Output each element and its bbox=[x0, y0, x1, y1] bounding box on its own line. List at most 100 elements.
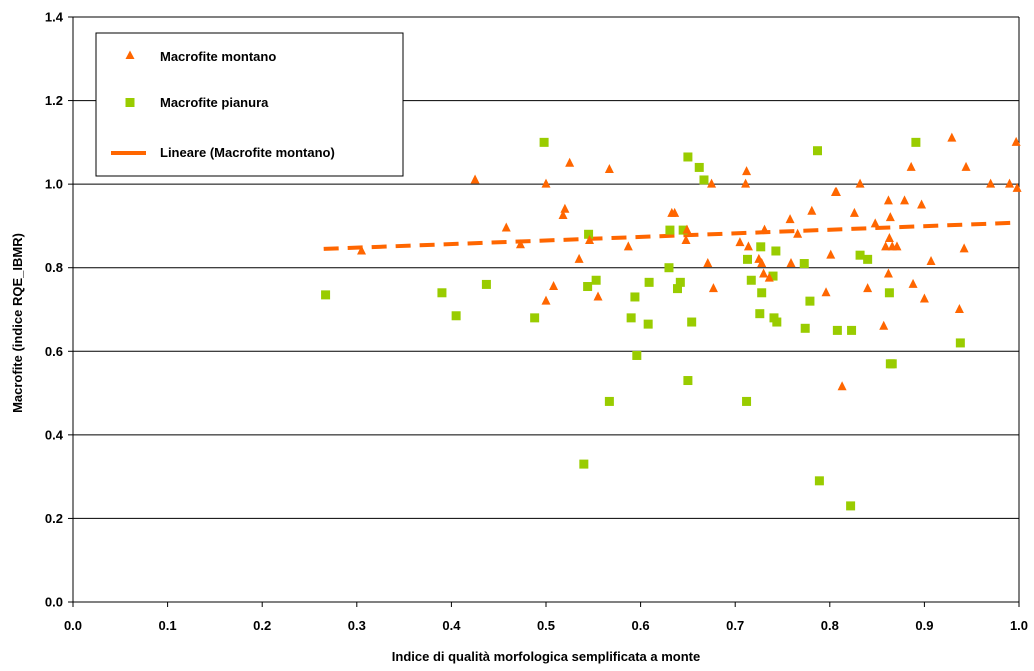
montano-point bbox=[760, 224, 770, 234]
y-tick-label: 1.0 bbox=[45, 177, 63, 192]
montano-point bbox=[831, 187, 841, 196]
legend-label-montano: Macrofite montano bbox=[160, 49, 276, 64]
montano-point bbox=[917, 199, 927, 209]
montano-point bbox=[947, 132, 957, 142]
montano-point bbox=[961, 161, 971, 171]
montano-point bbox=[785, 214, 795, 224]
x-tick-label: 0.2 bbox=[253, 618, 271, 633]
legend: Macrofite montano Macrofite pianura Line… bbox=[95, 32, 404, 177]
montano-point bbox=[670, 207, 680, 217]
pianura-point bbox=[884, 288, 894, 298]
montano-point bbox=[885, 212, 895, 222]
y-tick-label: 0.4 bbox=[45, 427, 64, 442]
montano-point bbox=[707, 178, 717, 188]
pianura-point bbox=[683, 152, 693, 162]
montano-point bbox=[764, 272, 774, 282]
x-tick-label: 0.0 bbox=[64, 618, 82, 633]
montano-point bbox=[1012, 182, 1022, 192]
pianura-point bbox=[664, 263, 674, 273]
montano-point bbox=[549, 281, 559, 291]
pianura-point bbox=[530, 313, 540, 323]
x-tick-label: 0.3 bbox=[348, 618, 366, 633]
gridlines bbox=[73, 16, 1019, 519]
montano-point bbox=[849, 207, 859, 217]
x-tick-label: 0.1 bbox=[159, 618, 177, 633]
data-points bbox=[321, 132, 1022, 511]
pianura-point bbox=[451, 311, 461, 321]
pianura-point bbox=[955, 338, 965, 348]
montano-point bbox=[574, 253, 584, 263]
pianura-point bbox=[887, 359, 897, 369]
montano-point bbox=[357, 245, 367, 255]
montano-point bbox=[900, 195, 910, 205]
montano-point bbox=[735, 237, 745, 247]
montano-point bbox=[881, 241, 891, 251]
montano-point bbox=[708, 283, 718, 293]
legend-box bbox=[95, 32, 404, 177]
montano-point bbox=[604, 164, 614, 174]
pianura-point bbox=[644, 277, 654, 287]
pianura-point bbox=[742, 254, 752, 264]
montano-point bbox=[926, 255, 936, 265]
pianura-point bbox=[847, 325, 857, 335]
pianura-point bbox=[911, 137, 921, 147]
montano-point bbox=[954, 304, 964, 313]
pianura-point bbox=[591, 275, 601, 285]
montano-point bbox=[826, 249, 836, 259]
pianura-point bbox=[626, 313, 636, 323]
pianura-point bbox=[672, 284, 682, 294]
montano-point bbox=[759, 268, 769, 278]
pianura-point bbox=[632, 350, 642, 360]
montano-point bbox=[501, 222, 511, 232]
pianura-point bbox=[800, 323, 810, 333]
y-tick-label: 0.2 bbox=[45, 511, 63, 526]
montano-point bbox=[565, 157, 575, 167]
montano-point bbox=[884, 232, 894, 242]
pianura-point bbox=[675, 277, 685, 287]
pianura-point bbox=[772, 317, 782, 327]
montano-point bbox=[892, 241, 902, 251]
pianura-point bbox=[687, 317, 697, 327]
pianura-point bbox=[768, 271, 778, 281]
axes bbox=[68, 16, 1020, 607]
y-tick-label: 0.6 bbox=[45, 344, 63, 359]
montano-point bbox=[703, 258, 713, 268]
y-tick-label: 0.8 bbox=[45, 260, 63, 275]
x-tick-label: 0.7 bbox=[726, 618, 744, 633]
pianura-point bbox=[757, 288, 767, 298]
montano-point bbox=[959, 243, 969, 253]
montano-point bbox=[541, 295, 551, 305]
montano-point bbox=[906, 161, 916, 171]
montano-point bbox=[470, 174, 480, 184]
pianura-point bbox=[855, 250, 865, 260]
legend-label-pianura: Macrofite pianura bbox=[160, 95, 269, 110]
montano-point bbox=[515, 239, 525, 249]
montano-point bbox=[682, 224, 692, 234]
y-tick-labels: 0.0 0.2 0.4 0.6 0.8 1.0 1.2 1.4 bbox=[45, 10, 64, 610]
pianura-point bbox=[799, 259, 809, 269]
y-tick-label: 0.0 bbox=[45, 595, 63, 610]
pianura-point bbox=[321, 290, 331, 300]
legend-square-marker bbox=[125, 98, 135, 107]
legend-triangle-marker bbox=[125, 50, 135, 59]
montano-point bbox=[742, 166, 752, 176]
y-tick-label: 1.4 bbox=[45, 10, 64, 25]
montano-point bbox=[757, 258, 767, 268]
montano-point bbox=[585, 235, 595, 245]
pianura-point bbox=[771, 246, 781, 256]
montano-point bbox=[908, 278, 918, 288]
montano-point bbox=[1011, 136, 1021, 146]
pianura-point bbox=[630, 292, 640, 302]
pianura-point bbox=[863, 254, 873, 264]
montano-point bbox=[593, 291, 603, 301]
pianura-point bbox=[832, 325, 842, 335]
x-tick-labels: 0.0 0.1 0.2 0.3 0.4 0.5 0.6 0.7 0.8 0.9 1.0 bbox=[64, 618, 1028, 633]
montano-point bbox=[681, 235, 691, 245]
montano-point bbox=[855, 178, 865, 188]
pianura-point bbox=[694, 162, 704, 172]
pianura-point bbox=[805, 296, 815, 306]
x-tick-label: 1.0 bbox=[1010, 618, 1028, 633]
montano-point bbox=[793, 228, 803, 238]
montano-point bbox=[986, 178, 996, 188]
montano-point bbox=[919, 293, 929, 303]
